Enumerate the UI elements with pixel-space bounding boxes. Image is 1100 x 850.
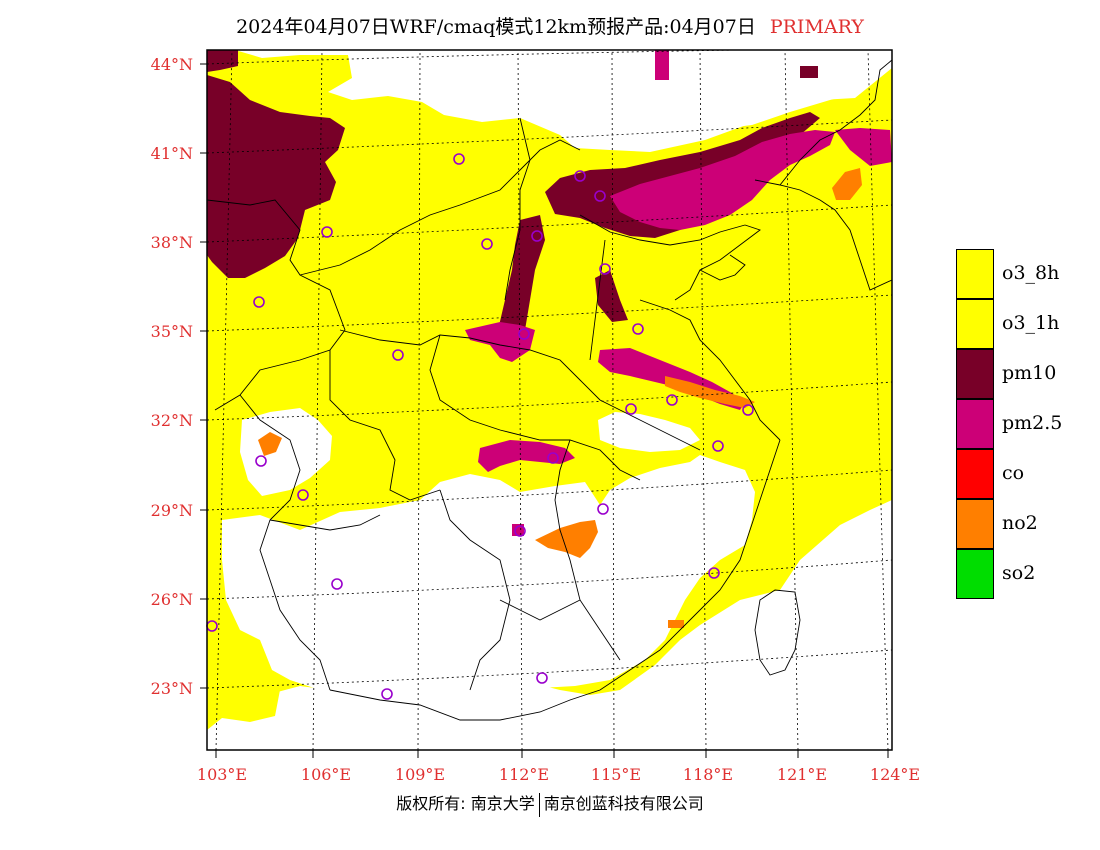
circle-outline-icon <box>297 489 309 501</box>
lat-label: 41°N <box>151 144 193 163</box>
legend-label: co <box>1002 462 1025 484</box>
legend-label: pm10 <box>1002 362 1057 384</box>
circle-outline-icon <box>536 672 548 684</box>
map-title: 2024年04月07日WRF/cmaq模式12km预报产品:04月07日 PRIM… <box>0 12 1100 39</box>
pm10-patch-northeast <box>800 66 818 78</box>
legend-swatch <box>956 349 994 399</box>
circle-outline-icon <box>481 238 493 250</box>
clean-area-east-sea <box>600 500 892 750</box>
pollutant-layer <box>207 50 892 750</box>
circle-outline-icon <box>708 567 720 579</box>
o3-region-south <box>207 676 280 730</box>
legend-label: so2 <box>1002 562 1036 584</box>
lat-label: 38°N <box>151 233 193 252</box>
boundary-lines <box>207 59 892 721</box>
circle-outline-icon <box>547 452 559 464</box>
title-text: 2024年04月07日WRF/cmaq模式12km预报产品:04月07日 <box>236 16 756 38</box>
no2-region-northeast <box>832 168 862 200</box>
lon-label: 112°E <box>499 765 549 784</box>
legend-swatch <box>956 549 994 599</box>
lon-label: 121°E <box>777 765 827 784</box>
circle-outline-icon <box>255 455 267 467</box>
circle-outline-icon <box>666 394 678 406</box>
circle-outline-icon <box>625 403 637 415</box>
circle-outline-icon <box>331 578 343 590</box>
clean-area-central <box>598 412 700 452</box>
legend-label: no2 <box>1002 512 1038 534</box>
lon-label: 106°E <box>301 765 351 784</box>
lat-label: 29°N <box>151 501 193 520</box>
clean-area-south <box>222 455 755 694</box>
legend-swatch <box>956 299 994 349</box>
copyright-left: 版权所有: 南京大学 <box>396 794 535 813</box>
legend-swatch <box>956 499 994 549</box>
circle-outline-icon <box>253 296 265 308</box>
lat-axis: 44°N 41°N 38°N 35°N 32°N 29°N 26°N 23°N <box>151 55 207 698</box>
circle-outline-icon <box>453 153 465 165</box>
legend-swatch <box>956 449 994 499</box>
primary-tag: PRIMARY <box>769 16 864 38</box>
lon-axis: 103°E 106°E 109°E 112°E 115°E 118°E 121°… <box>197 750 920 784</box>
legend-swatch <box>956 399 994 449</box>
pm10-region-henan <box>595 270 628 322</box>
footer-separator <box>538 792 540 817</box>
pm25-patch-north <box>655 50 669 80</box>
circle-outline-icon <box>594 190 606 202</box>
circle-outline-icon <box>392 349 404 361</box>
lat-label: 44°N <box>151 55 193 74</box>
lat-label: 32°N <box>151 411 193 430</box>
lat-label: 23°N <box>151 679 193 698</box>
lon-label: 118°E <box>683 765 733 784</box>
pm25-region-hubei <box>478 440 575 472</box>
copyright-right: 南京创蓝科技有限公司 <box>543 794 704 813</box>
legend-label: pm2.5 <box>1002 412 1063 434</box>
lon-label: 103°E <box>197 765 247 784</box>
circle-outline-icon <box>712 440 724 452</box>
copyright-footer: 版权所有: 南京大学 南京创蓝科技有限公司 <box>0 790 1100 817</box>
circle-outline-icon <box>632 323 644 335</box>
graticule <box>207 50 892 750</box>
circle-outline-icon <box>574 170 586 182</box>
clean-area-west <box>240 408 332 496</box>
legend-swatch <box>956 249 994 299</box>
pm10-region-northwest <box>207 75 345 278</box>
plot-frame <box>206 49 893 751</box>
pm10-region-shanxi <box>498 215 545 335</box>
circle-outline-icon <box>599 263 611 275</box>
legend-label: o3_8h <box>1002 262 1060 284</box>
circle-outline-icon <box>531 230 543 242</box>
pm25-region-central <box>465 322 535 362</box>
station-markers <box>206 153 754 700</box>
pm10-region-northwest-top <box>207 50 238 72</box>
circle-outline-icon <box>518 328 530 340</box>
no2-patch-fujian <box>668 620 684 628</box>
no2-region-hunan <box>535 520 598 558</box>
lon-label: 124°E <box>870 765 920 784</box>
pm25-region-north-china <box>610 130 835 230</box>
circle-outline-icon <box>514 525 526 537</box>
circle-outline-icon <box>597 503 609 515</box>
clean-area-north <box>420 50 860 142</box>
legend-label: o3_1h <box>1002 312 1060 334</box>
no2-region-sichuan <box>258 432 282 456</box>
no2-region-yangtze <box>665 376 755 408</box>
circle-outline-icon <box>381 688 393 700</box>
lon-label: 115°E <box>591 765 641 784</box>
lat-label: 26°N <box>151 590 193 609</box>
lon-label: 109°E <box>395 765 445 784</box>
circle-outline-icon <box>321 226 333 238</box>
lat-label: 35°N <box>151 322 193 341</box>
pm25-region-northeast <box>835 128 892 166</box>
circle-outline-icon <box>742 404 754 416</box>
